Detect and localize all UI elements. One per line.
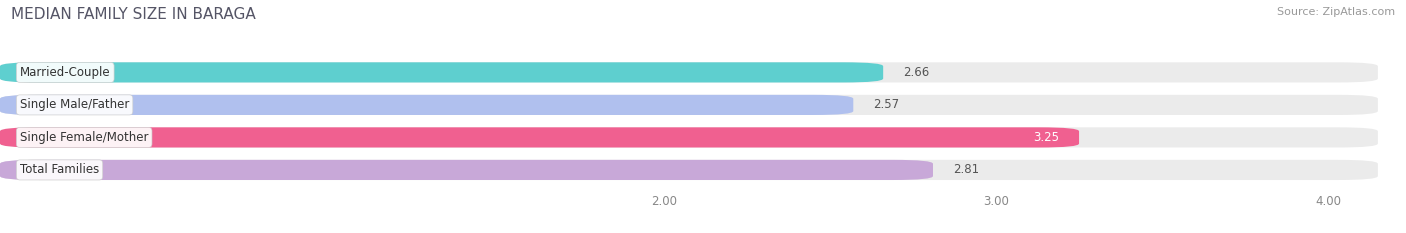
Text: 3.25: 3.25 (1033, 131, 1059, 144)
FancyBboxPatch shape (0, 160, 934, 180)
Text: Total Families: Total Families (20, 163, 100, 176)
Text: Single Female/Mother: Single Female/Mother (20, 131, 149, 144)
FancyBboxPatch shape (0, 62, 883, 82)
FancyBboxPatch shape (0, 95, 1378, 115)
Text: Source: ZipAtlas.com: Source: ZipAtlas.com (1277, 7, 1395, 17)
FancyBboxPatch shape (0, 127, 1078, 147)
Text: Single Male/Father: Single Male/Father (20, 98, 129, 111)
FancyBboxPatch shape (0, 127, 1378, 147)
Text: 2.66: 2.66 (903, 66, 929, 79)
Text: Married-Couple: Married-Couple (20, 66, 111, 79)
Text: 2.57: 2.57 (873, 98, 900, 111)
Text: MEDIAN FAMILY SIZE IN BARAGA: MEDIAN FAMILY SIZE IN BARAGA (11, 7, 256, 22)
FancyBboxPatch shape (0, 95, 853, 115)
FancyBboxPatch shape (0, 160, 1378, 180)
FancyBboxPatch shape (0, 62, 1378, 82)
Text: 2.81: 2.81 (953, 163, 979, 176)
